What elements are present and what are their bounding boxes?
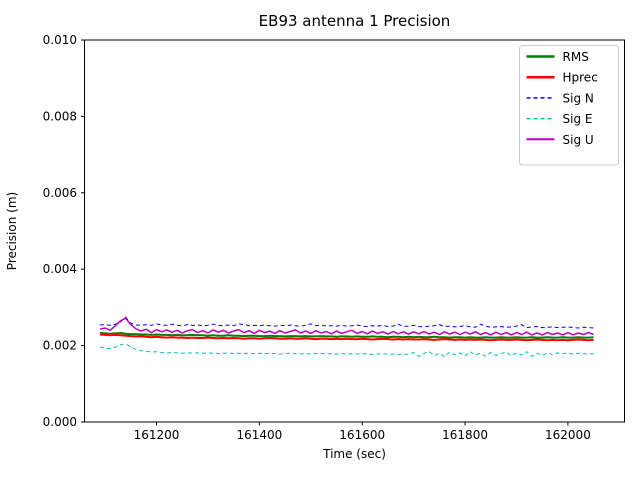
y-tick-label: 0.000 (43, 415, 77, 429)
x-tick-label: 161400 (236, 428, 282, 442)
legend-label-rms: RMS (563, 50, 589, 64)
legend: RMS Hprec Sig N Sig E Sig U (519, 45, 619, 166)
x-tick-label: 161600 (339, 428, 385, 442)
legend-label-hprec: Hprec (563, 71, 598, 85)
series-line-sig-e (99, 343, 594, 358)
axes-spines (84, 39, 625, 423)
y-axis-label: Precision (m) (5, 192, 19, 270)
legend-label-sig-n: Sig N (563, 91, 594, 105)
y-tick-label: 0.004 (43, 262, 77, 276)
y-tick-label: 0.010 (43, 33, 77, 47)
series-group (99, 316, 594, 358)
plot-area: 161200 161400 161600 161800 162000 0.000 0.002… (43, 33, 625, 442)
legend-box (519, 45, 619, 166)
series-line-hprec (99, 333, 594, 342)
legend-label-sig-e: Sig E (563, 112, 593, 126)
y-tick-label: 0.008 (43, 109, 77, 123)
y-tick-label: 0.006 (43, 186, 77, 200)
legend-label-sig-u: Sig U (563, 133, 594, 147)
series-line-sig-u (99, 317, 594, 336)
x-tick-label: 161200 (134, 428, 180, 442)
chart-title: EB93 antenna 1 Precision (259, 12, 451, 30)
x-axis-label: Time (sec) (322, 447, 386, 461)
x-tick-label: 162000 (545, 428, 591, 442)
y-tick-label: 0.002 (43, 339, 77, 353)
series-line-rms (99, 332, 594, 339)
x-tick-label: 161800 (442, 428, 488, 442)
series-line-sig-n (99, 316, 594, 329)
